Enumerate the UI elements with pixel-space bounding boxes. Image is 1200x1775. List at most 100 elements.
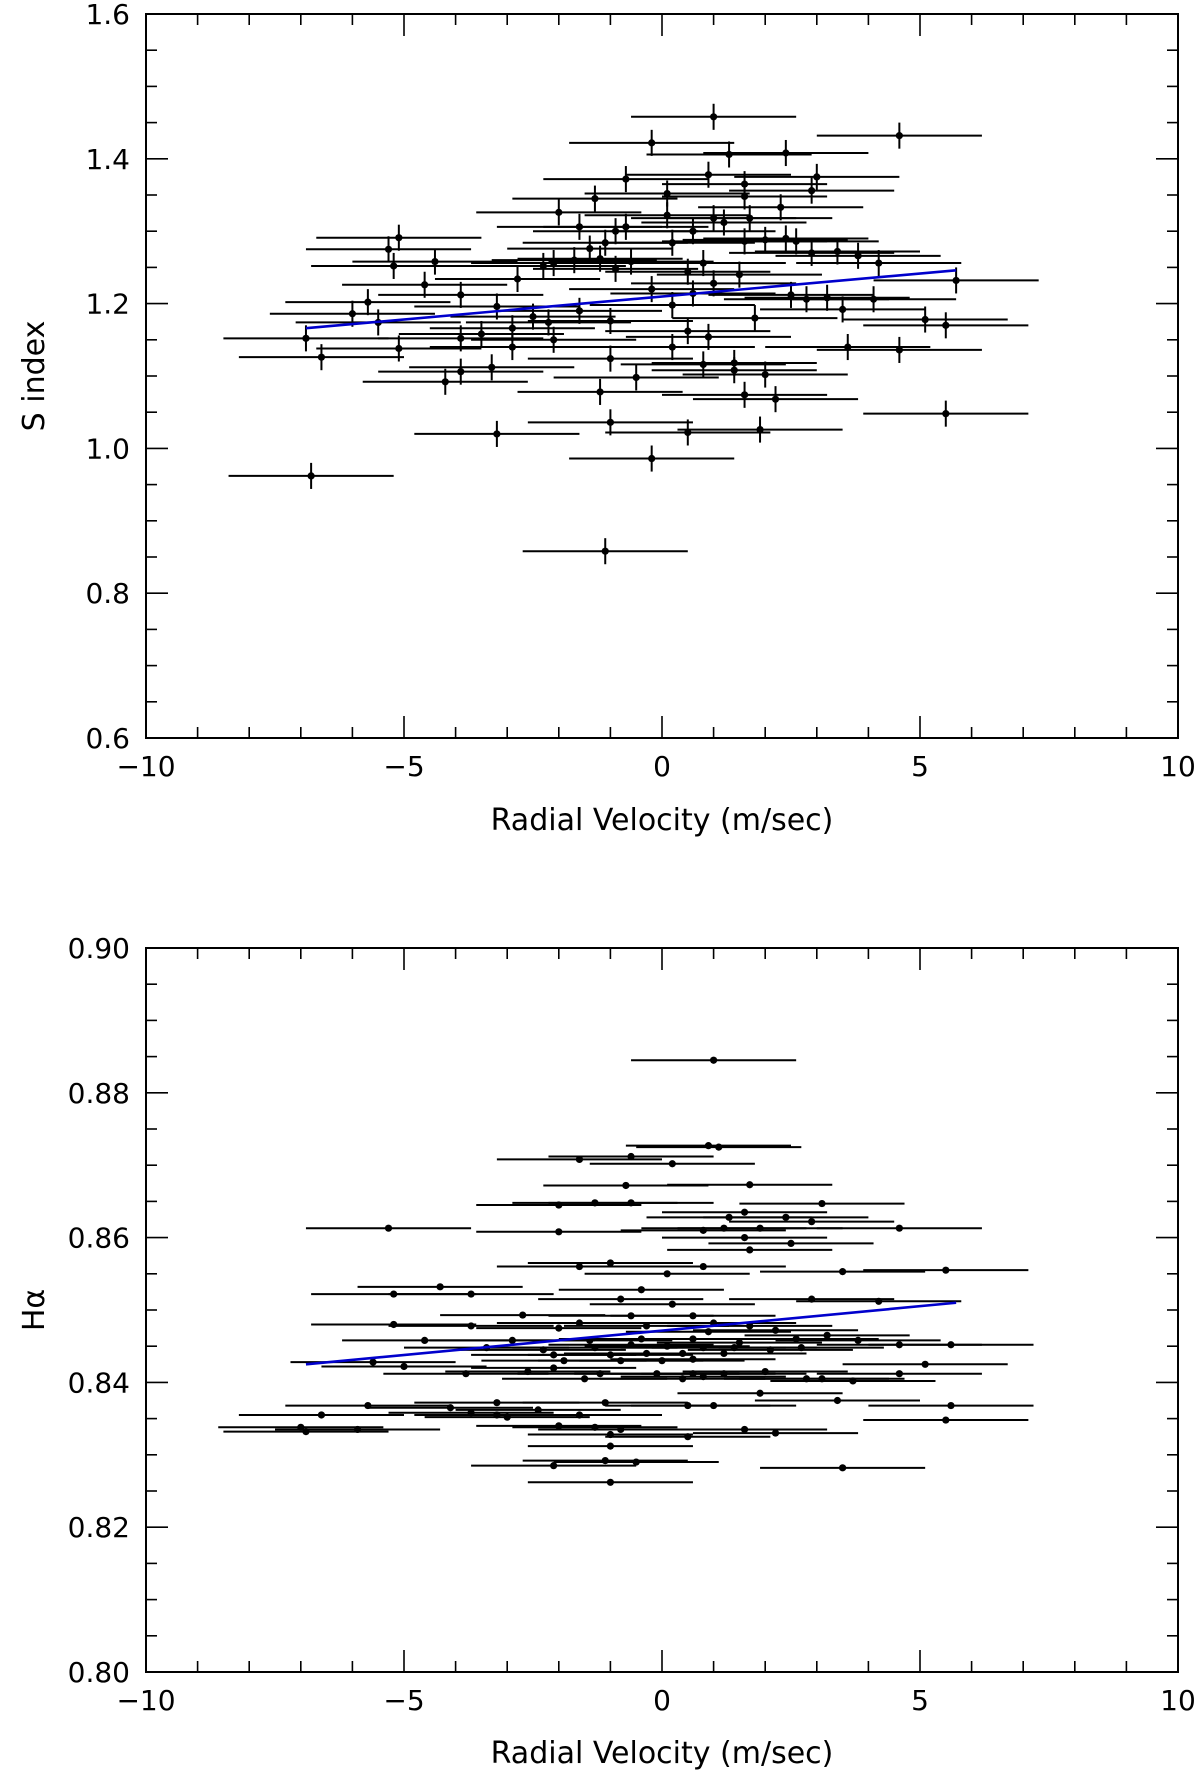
s-index-point-marker bbox=[601, 547, 609, 555]
s-index-data-point bbox=[517, 378, 683, 405]
s-index-data-point bbox=[527, 307, 693, 335]
h-alpha-y-tick-label: 0.80 bbox=[68, 1656, 130, 1689]
s-index-data-point bbox=[729, 177, 895, 204]
s-index-data-point bbox=[605, 318, 771, 345]
h-alpha-data-point bbox=[388, 1290, 554, 1298]
s-index-point-marker bbox=[606, 317, 615, 325]
h-alpha-data-point bbox=[455, 1406, 621, 1414]
s-index-data-point bbox=[476, 199, 642, 226]
s-index-data-point bbox=[460, 252, 626, 279]
h-alpha-point-marker bbox=[797, 1344, 805, 1352]
s-index-point-marker bbox=[591, 195, 599, 203]
h-alpha-y-axis-label: Hα bbox=[17, 1289, 52, 1331]
s-index-data-points bbox=[223, 103, 1039, 565]
h-alpha-point-marker bbox=[534, 1406, 542, 1414]
s-index-x-tick-label: −5 bbox=[383, 750, 424, 783]
s-index-point-marker bbox=[952, 276, 960, 285]
h-alpha-point-marker bbox=[689, 1312, 697, 1320]
s-index-data-point bbox=[543, 166, 709, 193]
s-index-data-point bbox=[305, 236, 472, 263]
s-index-data-point bbox=[533, 255, 699, 282]
h-alpha-data-point bbox=[692, 1429, 859, 1437]
h-alpha-point-marker bbox=[550, 1364, 558, 1372]
s-index-data-point bbox=[527, 409, 693, 436]
h-alpha-point-marker bbox=[735, 1338, 744, 1347]
s-index-point-marker bbox=[668, 301, 676, 309]
s-index-data-point bbox=[589, 334, 755, 361]
s-index-point-marker bbox=[493, 430, 501, 438]
h-alpha-data-point bbox=[471, 1364, 637, 1372]
h-alpha-point-marker bbox=[854, 1336, 862, 1345]
s-index-data-point bbox=[507, 235, 673, 262]
s-index-data-point bbox=[311, 252, 477, 279]
h-alpha-point-marker bbox=[575, 1411, 584, 1419]
h-alpha-data-point bbox=[496, 1411, 662, 1419]
h-alpha-data-point bbox=[744, 1331, 910, 1339]
s-index-point-marker bbox=[606, 355, 615, 363]
h-alpha-data-point bbox=[275, 1425, 441, 1434]
h-alpha-point-marker bbox=[627, 1199, 635, 1207]
s-index-data-point bbox=[873, 267, 1039, 294]
s-index-x-axis-label: Radial Velocity (m/sec) bbox=[491, 803, 834, 838]
h-alpha-x-tick-label: −5 bbox=[383, 1684, 424, 1717]
h-alpha-x-tick-label: 10 bbox=[1160, 1684, 1196, 1717]
s-index-y-axis-label: S index bbox=[17, 321, 52, 432]
h-alpha-point-marker bbox=[839, 1464, 847, 1472]
h-alpha-data-point bbox=[620, 1262, 786, 1271]
s-index-point-marker bbox=[808, 187, 816, 195]
h-alpha-data-point bbox=[321, 1362, 487, 1371]
s-index-point-marker bbox=[777, 203, 785, 211]
h-alpha-point-marker bbox=[699, 1262, 707, 1271]
s-index-point-marker bbox=[761, 236, 769, 244]
s-index-point-marker bbox=[761, 370, 769, 379]
s-index-point-marker bbox=[942, 321, 950, 329]
h-alpha-point-marker bbox=[519, 1311, 527, 1319]
h-alpha-point-marker bbox=[467, 1322, 475, 1330]
h-alpha-data-point bbox=[605, 1433, 771, 1441]
s-index-point-marker bbox=[699, 360, 707, 369]
h-alpha-point-marker bbox=[921, 1360, 929, 1368]
s-index-point-marker bbox=[684, 327, 692, 335]
h-alpha-point-marker bbox=[740, 1208, 749, 1216]
h-alpha-point-marker bbox=[421, 1336, 429, 1345]
s-index-data-point bbox=[677, 416, 843, 443]
h-alpha-point-marker bbox=[400, 1362, 408, 1371]
s-index-point-marker bbox=[895, 346, 903, 354]
h-alpha-data-point bbox=[548, 1152, 714, 1161]
h-alpha-point-marker bbox=[606, 1259, 615, 1267]
h-alpha-data-point bbox=[527, 1259, 693, 1267]
h-alpha-data-point bbox=[816, 1224, 982, 1232]
h-alpha-point-marker bbox=[601, 1399, 609, 1407]
h-alpha-data-point bbox=[770, 1377, 936, 1385]
h-alpha-point-marker bbox=[947, 1401, 955, 1410]
h-alpha-data-point bbox=[667, 1181, 833, 1189]
s-index-data-point bbox=[378, 325, 544, 352]
s-index-data-point bbox=[522, 538, 688, 565]
s-index-point-marker bbox=[704, 171, 713, 179]
h-alpha-x-axis-label: Radial Velocity (m/sec) bbox=[491, 1736, 834, 1771]
s-index-point-marker bbox=[648, 285, 656, 293]
s-index-point-marker bbox=[457, 368, 465, 376]
h-alpha-point-marker bbox=[663, 1342, 671, 1350]
s-index-point-marker bbox=[663, 189, 671, 198]
s-index-point-marker bbox=[384, 245, 393, 253]
h-alpha-data-point bbox=[662, 1234, 828, 1242]
h-alpha-data-point bbox=[471, 1462, 637, 1470]
s-index-point-marker bbox=[756, 425, 764, 434]
s-index-y-tick-labels: 0.6 0.8 1.0 1.2 1.4 1.6 bbox=[85, 0, 130, 755]
s-index-data-point bbox=[414, 420, 580, 447]
h-alpha-data-point bbox=[527, 1478, 693, 1486]
s-index-x-tick-label: 0 bbox=[653, 750, 671, 783]
h-alpha-point-marker bbox=[642, 1322, 651, 1330]
s-index-panel: −10 −5 0 5 10 0.6 0.8 1.0 1.2 1.4 1.6 Radial Velo… bbox=[17, 0, 1196, 838]
s-index-point-marker bbox=[457, 291, 465, 299]
h-alpha-data-point bbox=[662, 1208, 828, 1216]
h-alpha-point-marker bbox=[658, 1357, 666, 1365]
h-alpha-panel: −10 −5 0 5 10 0.80 0.82 0.84 0.86 0.88 0.90 Radia… bbox=[17, 932, 1196, 1771]
h-alpha-point-marker bbox=[895, 1370, 903, 1378]
h-alpha-point-marker bbox=[317, 1411, 326, 1419]
s-index-point-marker bbox=[942, 410, 950, 418]
s-index-point-marker bbox=[751, 314, 759, 322]
s-index-point-marker bbox=[555, 208, 563, 216]
h-alpha-point-marker bbox=[720, 1349, 728, 1358]
